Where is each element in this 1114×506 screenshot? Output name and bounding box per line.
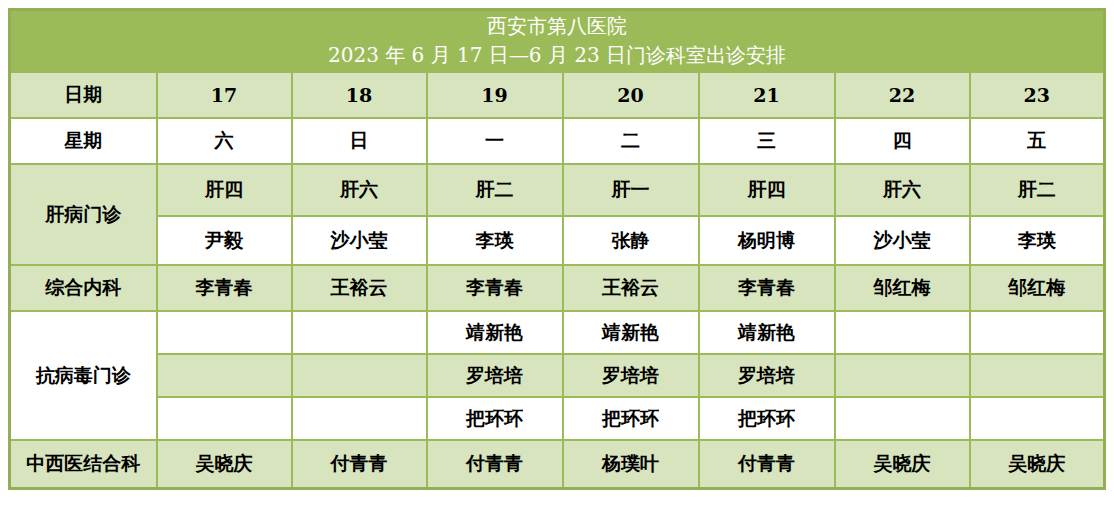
- schedule-cell: 20: [563, 72, 699, 118]
- schedule-cell: 杨明博: [699, 216, 835, 265]
- schedule-cell: 21: [699, 72, 835, 118]
- row-label-weekday: 星期: [10, 118, 157, 164]
- schedule-cell: 李青春: [157, 265, 292, 311]
- schedule-cell: [292, 354, 427, 397]
- schedule-cell: 沙小莹: [835, 216, 970, 265]
- schedule-cell: 肝六: [835, 164, 970, 216]
- table-row: 罗培培 罗培培 罗培培: [10, 354, 1105, 397]
- schedule-cell: 邹红梅: [835, 265, 970, 311]
- table-row: 中西医结合科 吴晓庆 付青青 付青青 杨璞叶 付青青 吴晓庆 吴晓庆: [10, 440, 1105, 488]
- schedule-cell: 张静: [563, 216, 699, 265]
- schedule-cell: 把环环: [427, 397, 563, 440]
- schedule-cell: 付青青: [292, 440, 427, 488]
- schedule-cell: 18: [292, 72, 427, 118]
- schedule-cell: 把环环: [563, 397, 699, 440]
- schedule-cell: 22: [835, 72, 970, 118]
- schedule-date-range: 2023 年 6 月 17 日—6 月 23 日门诊科室出诊安排: [11, 41, 1103, 70]
- table-row: 尹毅 沙小莹 李瑛 张静 杨明博 沙小莹 李瑛: [10, 216, 1105, 265]
- table-row: 星期 六 日 一 二 三 四 五: [10, 118, 1105, 164]
- schedule-cell: 尹毅: [157, 216, 292, 265]
- schedule-cell: 吴晓庆: [835, 440, 970, 488]
- schedule-cell: [292, 397, 427, 440]
- schedule-cell: [835, 311, 970, 354]
- schedule-cell: [835, 354, 970, 397]
- schedule-cell: 肝一: [563, 164, 699, 216]
- schedule-cell: [970, 354, 1105, 397]
- schedule-cell: 付青青: [699, 440, 835, 488]
- schedule-cell: 王裕云: [292, 265, 427, 311]
- schedule-cell: 五: [970, 118, 1105, 164]
- schedule-cell: [292, 311, 427, 354]
- schedule-cell: 罗培培: [699, 354, 835, 397]
- schedule-cell: 罗培培: [427, 354, 563, 397]
- schedule-cell: 沙小莹: [292, 216, 427, 265]
- schedule-cell: 六: [157, 118, 292, 164]
- schedule-cell: 靖新艳: [563, 311, 699, 354]
- schedule-cell: 19: [427, 72, 563, 118]
- row-label-tcm-western-medicine: 中西医结合科: [10, 440, 157, 488]
- schedule-cell: 肝二: [427, 164, 563, 216]
- row-label-liver-clinic: 肝病门诊: [10, 164, 157, 265]
- table-row: 肝病门诊 肝四 肝六 肝二 肝一 肝四 肝六 肝二: [10, 164, 1105, 216]
- schedule-cell: 付青青: [427, 440, 563, 488]
- schedule-cell: 李青春: [427, 265, 563, 311]
- table-row: 把环环 把环环 把环环: [10, 397, 1105, 440]
- schedule-cell: 罗培培: [563, 354, 699, 397]
- schedule-cell: 23: [970, 72, 1105, 118]
- schedule-cell: 17: [157, 72, 292, 118]
- schedule-cell: 吴晓庆: [970, 440, 1105, 488]
- schedule-cell: 把环环: [699, 397, 835, 440]
- table-title: 西安市第八医院 2023 年 6 月 17 日—6 月 23 日门诊科室出诊安排: [10, 10, 1105, 73]
- schedule-cell: 王裕云: [563, 265, 699, 311]
- schedule-cell: [157, 311, 292, 354]
- hospital-name: 西安市第八医院: [11, 12, 1103, 41]
- schedule-cell: 肝四: [699, 164, 835, 216]
- schedule-table: 西安市第八医院 2023 年 6 月 17 日—6 月 23 日门诊科室出诊安排…: [8, 8, 1106, 490]
- schedule-cell: [970, 397, 1105, 440]
- schedule-cell: 二: [563, 118, 699, 164]
- schedule-cell: [157, 354, 292, 397]
- schedule-cell: 李青春: [699, 265, 835, 311]
- table-row: 日期 17 18 19 20 21 22 23: [10, 72, 1105, 118]
- schedule-cell: 日: [292, 118, 427, 164]
- schedule-cell: [157, 397, 292, 440]
- schedule-cell: 肝六: [292, 164, 427, 216]
- schedule-cell: [835, 397, 970, 440]
- table-row: 抗病毒门诊 靖新艳 靖新艳 靖新艳: [10, 311, 1105, 354]
- table-title-row: 西安市第八医院 2023 年 6 月 17 日—6 月 23 日门诊科室出诊安排: [10, 10, 1105, 73]
- schedule-cell: 三: [699, 118, 835, 164]
- schedule-cell: 四: [835, 118, 970, 164]
- schedule-cell: 李瑛: [427, 216, 563, 265]
- table-row: 综合内科 李青春 王裕云 李青春 王裕云 李青春 邹红梅 邹红梅: [10, 265, 1105, 311]
- schedule-cell: 吴晓庆: [157, 440, 292, 488]
- row-label-date: 日期: [10, 72, 157, 118]
- schedule-cell: 靖新艳: [427, 311, 563, 354]
- schedule-cell: 一: [427, 118, 563, 164]
- schedule-cell: 肝二: [970, 164, 1105, 216]
- clinic-schedule: 西安市第八医院 2023 年 6 月 17 日—6 月 23 日门诊科室出诊安排…: [8, 8, 1106, 490]
- schedule-cell: 李瑛: [970, 216, 1105, 265]
- schedule-cell: [970, 311, 1105, 354]
- schedule-cell: 靖新艳: [699, 311, 835, 354]
- schedule-cell: 肝四: [157, 164, 292, 216]
- schedule-cell: 邹红梅: [970, 265, 1105, 311]
- schedule-cell: 杨璞叶: [563, 440, 699, 488]
- row-label-general-internal-medicine: 综合内科: [10, 265, 157, 311]
- row-label-antiviral-clinic: 抗病毒门诊: [10, 311, 157, 440]
